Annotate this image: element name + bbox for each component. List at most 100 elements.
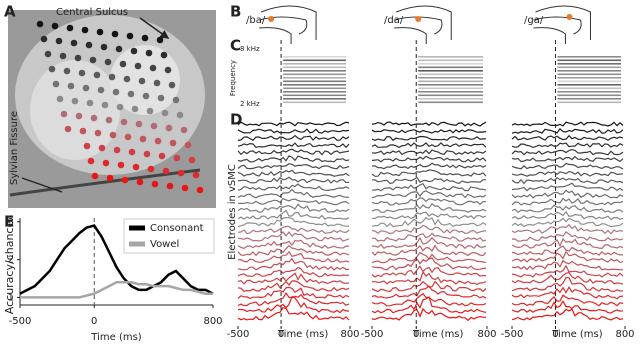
electrode-trace: [237, 257, 349, 271]
electrode-trace: [371, 155, 487, 163]
electrode-trace: [237, 216, 350, 228]
electrode: [111, 30, 119, 38]
electrode: [82, 84, 90, 92]
spectrogram-band: [418, 91, 483, 93]
electrode-trace: [371, 121, 487, 127]
electrode-trace: [511, 177, 624, 185]
spectrogram-band: [283, 87, 346, 90]
electrode: [151, 180, 159, 188]
electrode-trace: [511, 276, 624, 293]
spectrogram-band: [283, 91, 346, 93]
electrode: [108, 73, 116, 81]
panel-label: D: [230, 111, 242, 129]
syllable: /ba/: [246, 15, 266, 26]
electrode-trace: [371, 211, 487, 220]
electrode: [153, 79, 161, 87]
electrode-trace: [237, 209, 350, 220]
electrode: [113, 146, 121, 154]
x-tick-label: -500: [501, 329, 524, 340]
electrode: [59, 52, 67, 60]
electrode: [135, 120, 143, 128]
electrode: [109, 131, 117, 139]
electrode-trace: [371, 280, 487, 293]
legend-box: [123, 218, 215, 254]
electrode: [173, 154, 181, 162]
electrode: [97, 86, 105, 94]
electrode: [36, 20, 44, 28]
spectrogram-band: [418, 98, 483, 100]
electrode: [87, 157, 95, 165]
electrode: [162, 167, 170, 175]
electrode: [55, 37, 63, 45]
electrode-trace: [237, 176, 350, 184]
electrode-trace: [371, 149, 487, 156]
electrode: [196, 186, 204, 194]
electrode: [180, 126, 188, 134]
spectrogram-band: [557, 94, 621, 97]
electrode-trace: [237, 128, 350, 134]
spectrogram-band: [283, 63, 346, 65]
spectrogram-band: [283, 70, 346, 72]
spectrogram-band: [557, 66, 621, 69]
electrode-trace: [237, 291, 350, 307]
spectrogram-band: [557, 87, 621, 90]
x-tick-label: 0: [552, 329, 558, 340]
spectrogram-band: [283, 84, 346, 86]
electrode-trace: [511, 182, 624, 192]
electrode: [127, 90, 135, 98]
articulator: [268, 16, 275, 22]
electrode-trace: [237, 188, 350, 199]
articulator: [415, 16, 422, 22]
electrode: [78, 69, 86, 77]
y-axis-label: Accuracy/chance: [3, 221, 16, 315]
electrode-trace: [237, 148, 350, 156]
electrode: [64, 125, 72, 133]
electrode: [75, 112, 83, 120]
y-axis-label: Electrodes in vSMC: [227, 164, 238, 260]
electrode-trace: [237, 250, 350, 263]
x-tick-label: 800: [340, 329, 359, 340]
electrode-trace: [371, 197, 486, 206]
electrode-trace: [511, 237, 624, 250]
freq-bottom: 2 kHz: [240, 100, 260, 108]
electrode-trace: [511, 217, 624, 228]
electrode-trace: [237, 169, 350, 177]
x-tick-label: 0: [91, 316, 97, 327]
electrode: [149, 64, 157, 72]
electrode: [104, 58, 112, 66]
electrode-trace: [237, 230, 350, 242]
electrode-trace: [511, 197, 624, 206]
electrode: [165, 124, 173, 132]
electrode-trace: [511, 128, 624, 134]
electrode: [158, 152, 166, 160]
spectrogram-band: [418, 94, 483, 97]
electrode: [166, 182, 174, 190]
annotation: Sylvian Fissure: [9, 111, 20, 185]
spectrogram-band: [283, 56, 346, 58]
panels: /ba/ -500 0 800 Time (ms) /da/ -500 0 800 Time (m…: [227, 5, 635, 340]
electrode: [83, 142, 91, 150]
electrode: [138, 77, 146, 85]
electrode-trace: [371, 135, 487, 142]
electrode: [177, 169, 185, 177]
electrode: [192, 171, 200, 179]
electrode-trace: [371, 257, 487, 271]
electrode-trace: [371, 216, 487, 228]
spectrogram-band: [418, 84, 483, 86]
electrode-trace: [371, 224, 487, 235]
electrode: [93, 71, 101, 79]
electrode-trace: [371, 292, 487, 307]
electrode: [181, 184, 189, 192]
electrode: [70, 39, 78, 47]
series-line: [20, 281, 213, 299]
electrode: [142, 92, 150, 100]
electrode: [123, 75, 131, 83]
electrode: [89, 56, 97, 64]
electrode-trace: [511, 142, 624, 149]
electrode: [112, 88, 120, 96]
electrode: [154, 137, 162, 145]
electrode-trace: [371, 270, 487, 286]
x-axis-label: Time (ms): [551, 329, 603, 340]
electrode: [52, 80, 60, 88]
electrode-trace: [371, 162, 487, 170]
